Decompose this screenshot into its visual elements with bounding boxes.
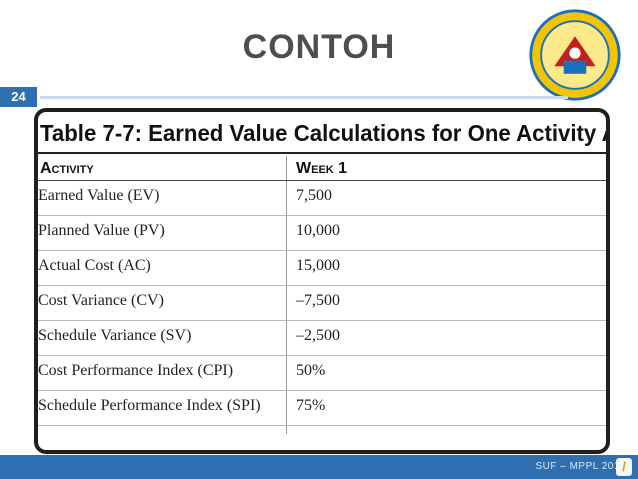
table-frame: Table 7-7: Earned Value Calculations for… xyxy=(34,108,610,454)
row-activity: Cost Performance Index (CPI) xyxy=(38,362,234,379)
row-value: 75% xyxy=(296,397,326,414)
table-row: Cost Performance Index (CPI) 50% xyxy=(38,356,606,391)
row-value: –2,500 xyxy=(296,327,340,344)
row-activity: Earned Value (EV) xyxy=(38,187,160,204)
table-row: Schedule Performance Index (SPI) 75% xyxy=(38,391,606,426)
header-week: Week 1 xyxy=(296,160,348,177)
header-activity: Activity xyxy=(40,160,94,177)
footer-mark-icon: / xyxy=(616,458,632,476)
table-row: Actual Cost (AC) 15,000 xyxy=(38,251,606,286)
row-value: 50% xyxy=(296,362,326,379)
table-row: Planned Value (PV) 10,000 xyxy=(38,216,606,251)
row-activity: Schedule Performance Index (SPI) xyxy=(38,397,261,414)
row-activity: Planned Value (PV) xyxy=(38,222,165,239)
footer-bar: SUF – MPPL 2014 xyxy=(0,455,638,479)
row-value: 10,000 xyxy=(296,222,340,239)
column-divider xyxy=(286,156,287,434)
page-number: 24 xyxy=(0,87,37,107)
row-activity: Actual Cost (AC) xyxy=(38,257,151,274)
row-activity: Schedule Variance (SV) xyxy=(38,327,192,344)
table-row: Schedule Variance (SV) –2,500 xyxy=(38,321,606,356)
university-logo xyxy=(529,9,621,101)
footer-text: SUF – MPPL 2014 xyxy=(535,461,626,472)
caption-divider xyxy=(38,152,606,154)
row-value: 7,500 xyxy=(296,187,332,204)
row-activity: Cost Variance (CV) xyxy=(38,292,164,309)
table-caption: Table 7-7: Earned Value Calculations for… xyxy=(40,120,606,146)
slide-title: CONTOH xyxy=(242,28,396,66)
title-divider xyxy=(40,96,568,99)
header-divider xyxy=(38,180,606,181)
row-value: 15,000 xyxy=(296,257,340,274)
row-value: –7,500 xyxy=(296,292,340,309)
table-row: Cost Variance (CV) –7,500 xyxy=(38,286,606,321)
table-row: Earned Value (EV) 7,500 xyxy=(38,181,606,216)
